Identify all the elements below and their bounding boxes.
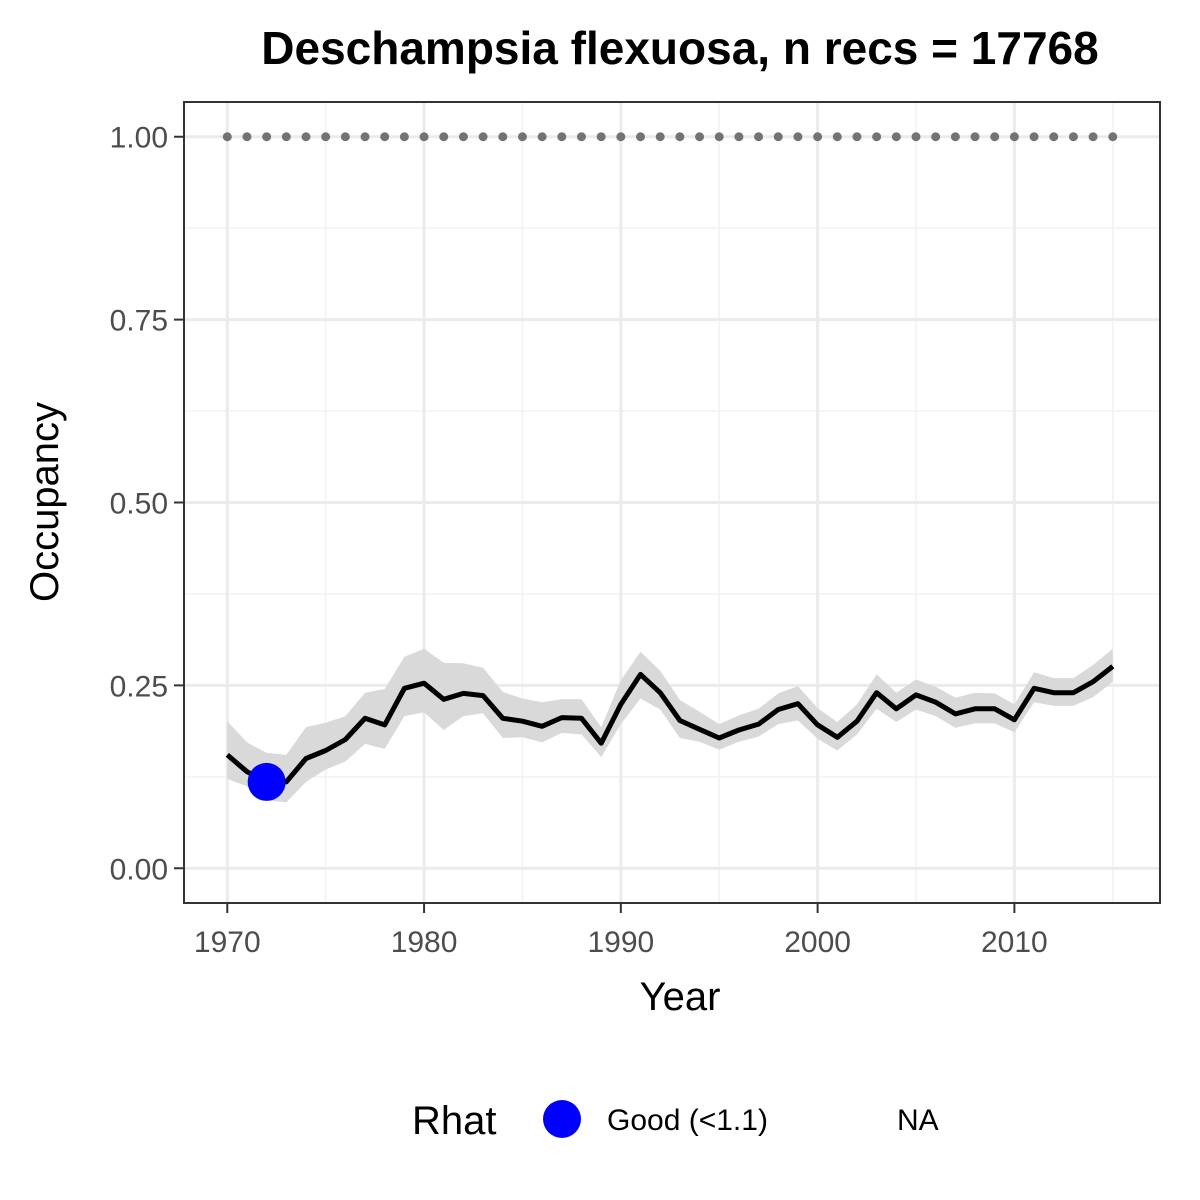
reference-dot [557,132,567,142]
reference-dot [1009,132,1019,142]
reference-dot [360,132,370,142]
reference-dot [498,132,508,142]
legend-title: Rhat [412,1099,497,1143]
reference-dot [714,132,724,142]
reference-dot [773,132,783,142]
reference-dot [1029,132,1039,142]
reference-dot [754,132,764,142]
reference-dot [478,132,488,142]
reference-dot [1088,132,1098,142]
legend-label-na: NA [897,1104,939,1137]
rhat-point-good [247,762,286,801]
reference-dot [813,132,823,142]
reference-dot [655,132,665,142]
reference-dot [990,132,1000,142]
reference-dot [1049,132,1059,142]
x-tick-label: 1970 [194,926,261,959]
reference-dot [340,132,350,142]
reference-dot [950,132,960,142]
reference-dot [281,132,291,142]
reference-dot [931,132,941,142]
reference-dot [537,132,547,142]
chart-title: Deschampsia flexuosa, n recs = 17768 [261,22,1098,74]
reference-dot [852,132,862,142]
x-tick-label: 1980 [391,926,458,959]
reference-dot [911,132,921,142]
legend: Rhat Good (<1.1) NA [412,1099,939,1143]
reference-dot [793,132,803,142]
y-tick-label: 1.00 [110,122,168,155]
x-tick-label: 1990 [587,926,654,959]
legend-label-good: Good (<1.1) [607,1104,768,1137]
x-tick-label: 2000 [784,926,851,959]
reference-dot [1068,132,1078,142]
reference-dot [321,132,331,142]
reference-dot [419,132,429,142]
occupancy-line [225,664,1115,785]
reference-dot [262,132,272,142]
reference-dot [242,132,252,142]
y-tick-label: 0.75 [110,305,168,338]
reference-dot [636,132,646,142]
reference-dot [596,132,606,142]
legend-key-good [543,1100,581,1138]
reference-dot [695,132,705,142]
reference-dot [734,132,744,142]
reference-dot [399,132,409,142]
y-tick-label: 0.25 [110,670,168,703]
reference-dot [458,132,468,142]
reference-dot [380,132,390,142]
x-axis-title: Year [640,975,721,1019]
reference-dot [222,132,232,142]
reference-dot [1108,132,1118,142]
y-tick-label: 0.50 [110,488,168,521]
credible-interval-ribbon [227,648,1113,803]
reference-dot [439,132,449,142]
reference-dot [872,132,882,142]
reference-dot [576,132,586,142]
rhat-points [247,762,286,801]
reference-dot [970,132,980,142]
reference-dot [675,132,685,142]
reference-dot [301,132,311,142]
reference-dot [616,132,626,142]
x-tick-label: 2010 [981,926,1048,959]
reference-layer [222,132,1118,142]
reference-dot [891,132,901,142]
reference-dot [517,132,527,142]
y-tick-label: 0.00 [110,853,168,886]
x-axis: 1970 1980 1990 2000 2010 [194,903,1048,959]
reference-dot [832,132,842,142]
y-axis: 0.00 0.25 0.50 0.75 1.00 [110,122,184,886]
y-axis-title: Occupancy [23,402,67,602]
